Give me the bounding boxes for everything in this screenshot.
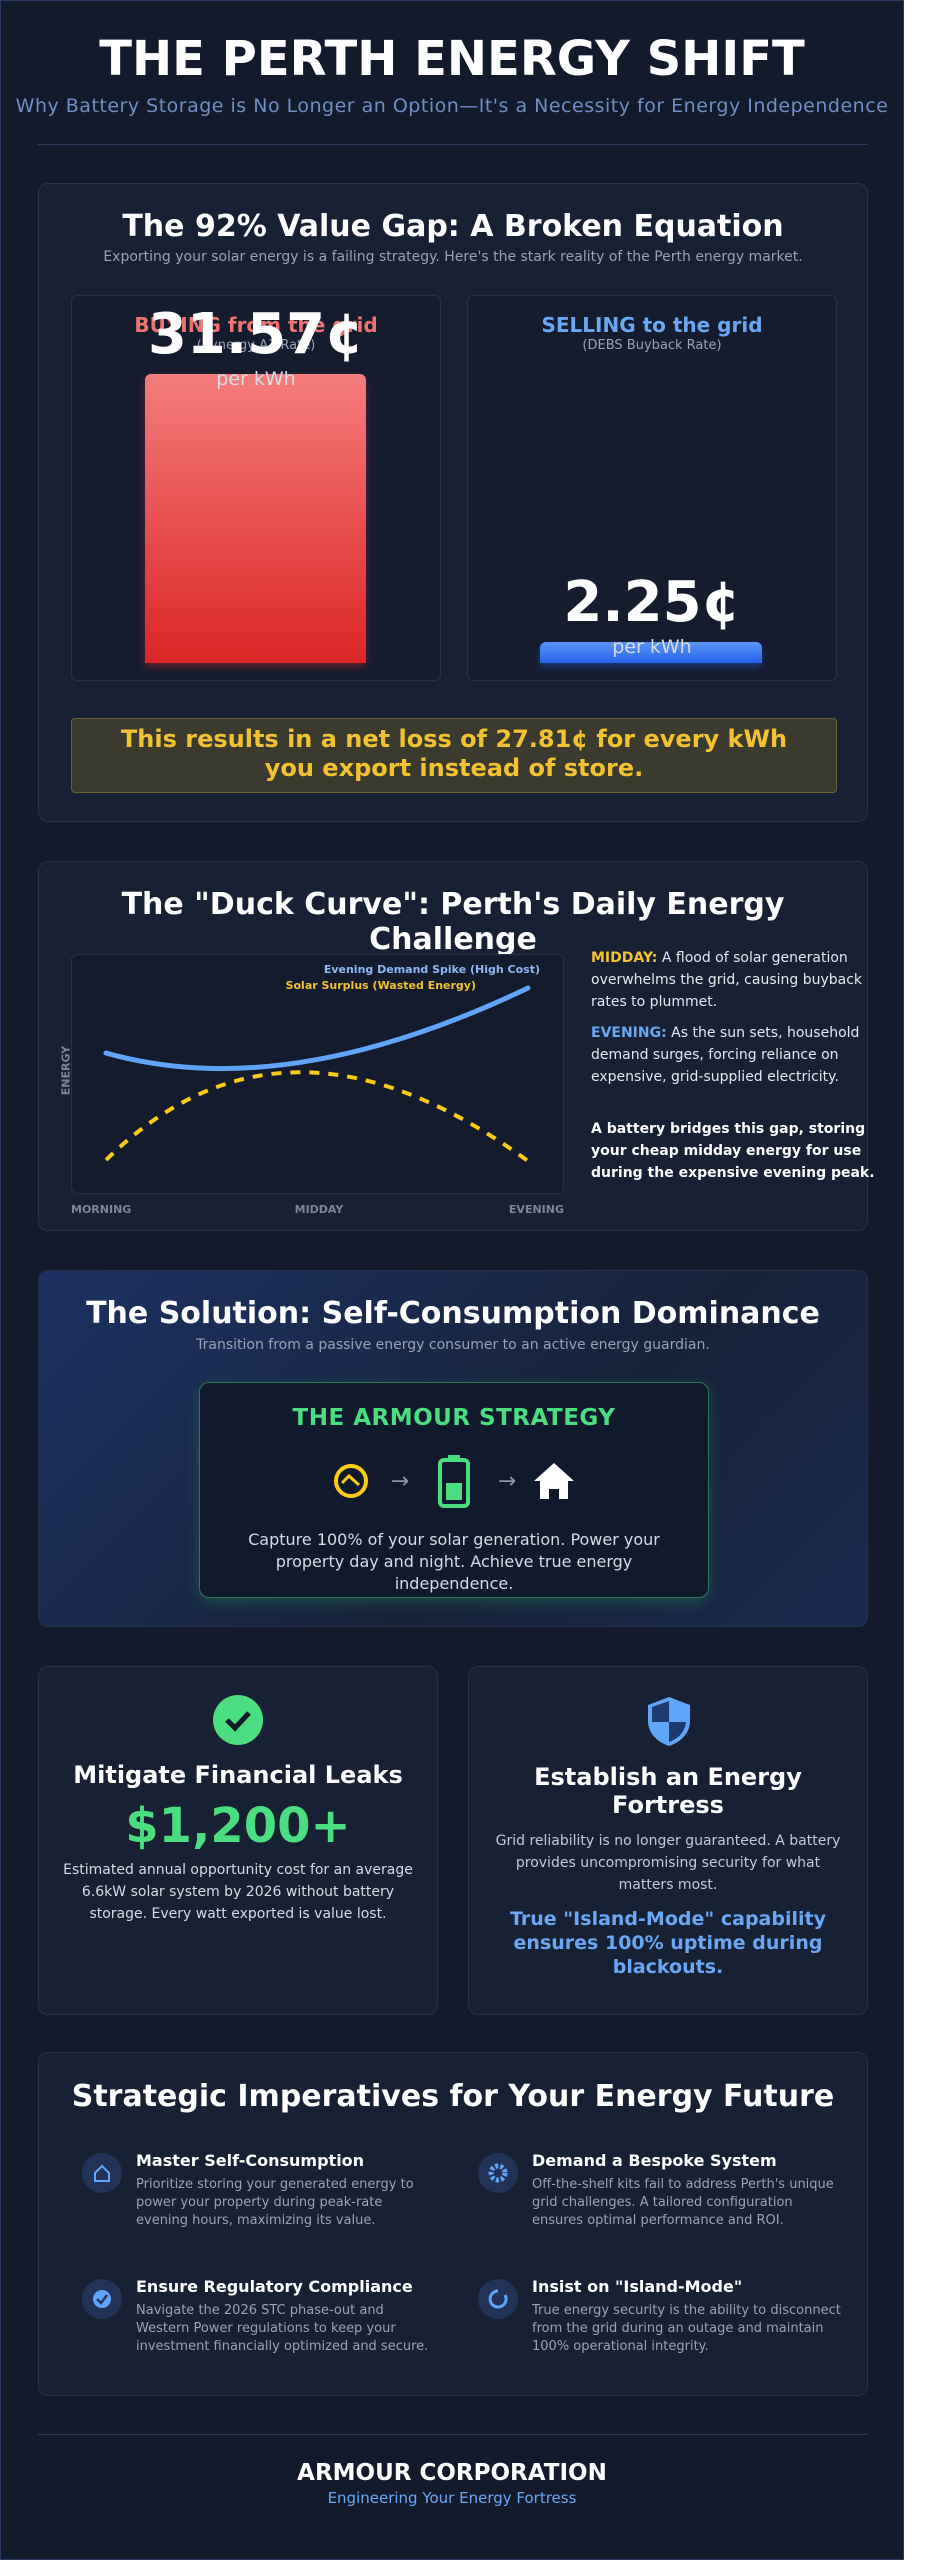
section-title: The Solution: Self-Consumption Dominance [86,1296,820,1331]
footer-tagline: Engineering Your Energy Fortress [327,2489,577,2507]
item-title: Ensure Regulatory Compliance [136,2277,413,2296]
item-icon [478,2279,518,2319]
benefit-title: Mitigate Financial Leaks [73,1761,403,1789]
svg-text:→: → [498,1469,516,1494]
selling-unit: per kWh [612,636,692,659]
note-text: A flood of solar generation overwhelms t… [591,950,863,1010]
note: EVENING: As the sun sets, household dema… [591,1022,891,1088]
benefit-text: Estimated annual opportunity cost for an… [63,1862,413,1922]
section-title: The 92% Value Gap: A Broken Equation [122,209,784,244]
x-axis-label: EVENING [508,1203,564,1216]
divider [38,144,868,145]
item-title: Insist on "Island-Mode" [532,2277,743,2296]
shield-icon [648,1697,690,1746]
y-axis-label: ENERGY [59,1045,73,1096]
check-icon [213,1695,263,1745]
imperatives-card [38,2052,868,2396]
demand-curve [103,985,531,1072]
section-subtitle: Transition from a passive energy consume… [196,1337,710,1353]
section-title: The "Duck Curve": Perth's Daily Energy C… [121,887,785,957]
footer-name: ARMOUR CORPORATION [297,2460,607,2486]
selling-note: (DEBS Buyback Rate) [582,338,722,353]
item-icon [478,2153,518,2193]
benefit-title: Establish an Energy Fortress [534,1763,802,1819]
note-text: As the sun sets, household demand surges… [591,1025,860,1085]
strategy-text: Capture 100% of your solar generation. P… [248,1530,660,1593]
section-subtitle: Exporting your solar energy is a failing… [103,249,803,265]
buying-unit: per kWh [216,368,296,390]
x-axis-label: MORNING [71,1203,132,1216]
solar-curve [104,1070,530,1163]
section-title: Strategic Imperatives for Your Energy Fu… [71,2079,835,2114]
selling-panel [467,295,837,681]
buying-label: BUYING from the grid [134,313,378,337]
item-icon [82,2279,122,2319]
duck-chart: Evening Demand Spike (High Cost) Solar S… [103,963,540,1163]
strategy-icons: → → [334,1455,574,1508]
item-text: Navigate the 2026 STC phase-out and West… [136,2303,429,2354]
item-title: Master Self-Consumption [136,2151,365,2170]
item-title: Demand a Bespoke System [532,2151,777,2170]
item-icon [82,2153,122,2193]
conclusion: A battery bridges this gap, storing your… [591,1121,875,1181]
item-text: Off-the-shelf kits fail to address Perth… [532,2177,834,2228]
selling-value: 2.25¢ [563,570,741,636]
note-lead: EVENING: [591,1025,667,1041]
page: THE PERTH ENERGY SHIFT Why Battery Stora… [0,0,904,2560]
divider [38,2434,868,2435]
callout-text: This results in a net loss of 27.81¢ for… [120,725,788,782]
demand-label: Evening Demand Spike (High Cost) [324,963,540,976]
item-text: Prioritize storing your generated energy… [136,2177,414,2228]
selling-bar [540,642,762,663]
svg-text:→: → [391,1469,409,1494]
buying-note: (Synergy A1 Rate) [196,338,316,353]
benefit-value: $1,200+ [125,1798,351,1854]
x-axis-label: MIDDAY [294,1203,344,1216]
item-text: True energy security is the ability to d… [532,2303,841,2354]
note-lead: MIDDAY: [591,950,658,966]
strategy-title: THE ARMOUR STRATEGY [292,1405,616,1431]
benefit-highlight: True "Island-Mode" capability ensures 10… [510,1908,826,1978]
buying-bar [145,374,366,663]
benefit-text: Grid reliability is no longer guaranteed… [495,1833,841,1893]
selling-label: SELLING to the grid [541,313,763,337]
solar-label: Solar Surplus (Wasted Energy) [286,979,476,992]
page-subtitle: Why Battery Storage is No Longer an Opti… [15,95,889,117]
page-title: THE PERTH ENERGY SHIFT [99,31,805,87]
note: MIDDAY: A flood of solar generation over… [591,947,891,1013]
buying-value: 31.57¢ [147,302,365,367]
callout-box [71,718,837,793]
